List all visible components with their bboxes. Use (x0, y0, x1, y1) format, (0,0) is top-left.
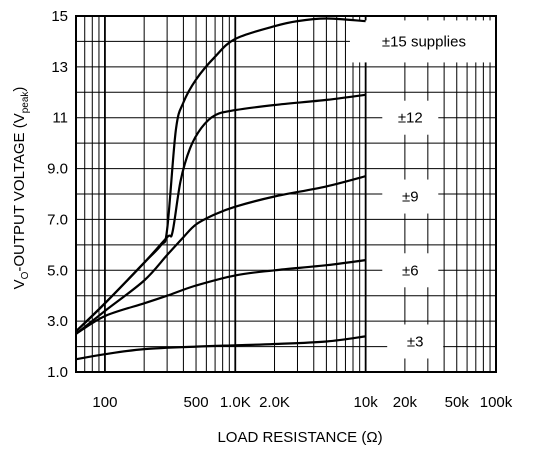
x-axis-label: LOAD RESISTANCE (Ω) (217, 429, 382, 446)
y-tick-label: 7.0 (47, 211, 68, 228)
y-label-sub-o: O (20, 271, 31, 279)
series-labels: ±15 supplies ±12 ±9 ±6 ±3 (382, 33, 466, 350)
y-label-main: -OUTPUT VOLTAGE (V (11, 113, 28, 271)
series-line (75, 17, 366, 333)
series-label: ±6 (402, 262, 419, 279)
y-tick-label: 1.0 (47, 364, 68, 381)
series-label: ±15 supplies (382, 33, 466, 50)
x-tick-label: 500 (184, 394, 209, 411)
x-tick-label: 100k (480, 394, 513, 411)
chart-series (75, 17, 366, 361)
y-tick-labels: 1.0 3.0 5.0 7.0 9.0 11 13 15 (47, 8, 68, 381)
y-label-end: ) (11, 87, 28, 92)
series-label-box (387, 324, 444, 359)
series-line (75, 335, 366, 361)
y-tick-label: 3.0 (47, 313, 68, 330)
x-tick-label: 50k (445, 394, 470, 411)
y-label-sub-peak: peak (20, 91, 31, 114)
x-tick-label: 20k (393, 394, 418, 411)
series-label-box (349, 20, 498, 63)
series-line (75, 175, 366, 335)
series-label-boxes (349, 20, 498, 359)
series-label: ±12 (398, 110, 423, 127)
series-label-box (382, 100, 439, 135)
chart-grid (76, 16, 496, 372)
x-tick-labels: 100 500 1.0K 2.0K 10k 20k 50k 100k (92, 394, 512, 411)
y-tick-label: 5.0 (47, 262, 68, 279)
series-label-box (382, 179, 439, 214)
y-tick-label: 9.0 (47, 161, 68, 178)
series-label-box (382, 253, 439, 288)
x-tick-label: 2.0K (259, 394, 290, 411)
y-tick-label: 15 (51, 8, 68, 25)
series-line (75, 93, 366, 333)
x-tick-label: 100 (92, 394, 117, 411)
plot-frame (75, 15, 497, 373)
y-label-v: V (11, 279, 28, 289)
series-label: ±9 (402, 189, 419, 206)
y-tick-label: 11 (52, 110, 68, 127)
x-tick-label: 10k (354, 394, 379, 411)
y-tick-label: 13 (51, 59, 68, 76)
y-axis-label: VO-OUTPUT VOLTAGE (Vpeak) (11, 87, 31, 290)
x-tick-label: 1.0K (220, 394, 251, 411)
series-label: ±3 (407, 333, 424, 350)
series-line (75, 259, 366, 335)
